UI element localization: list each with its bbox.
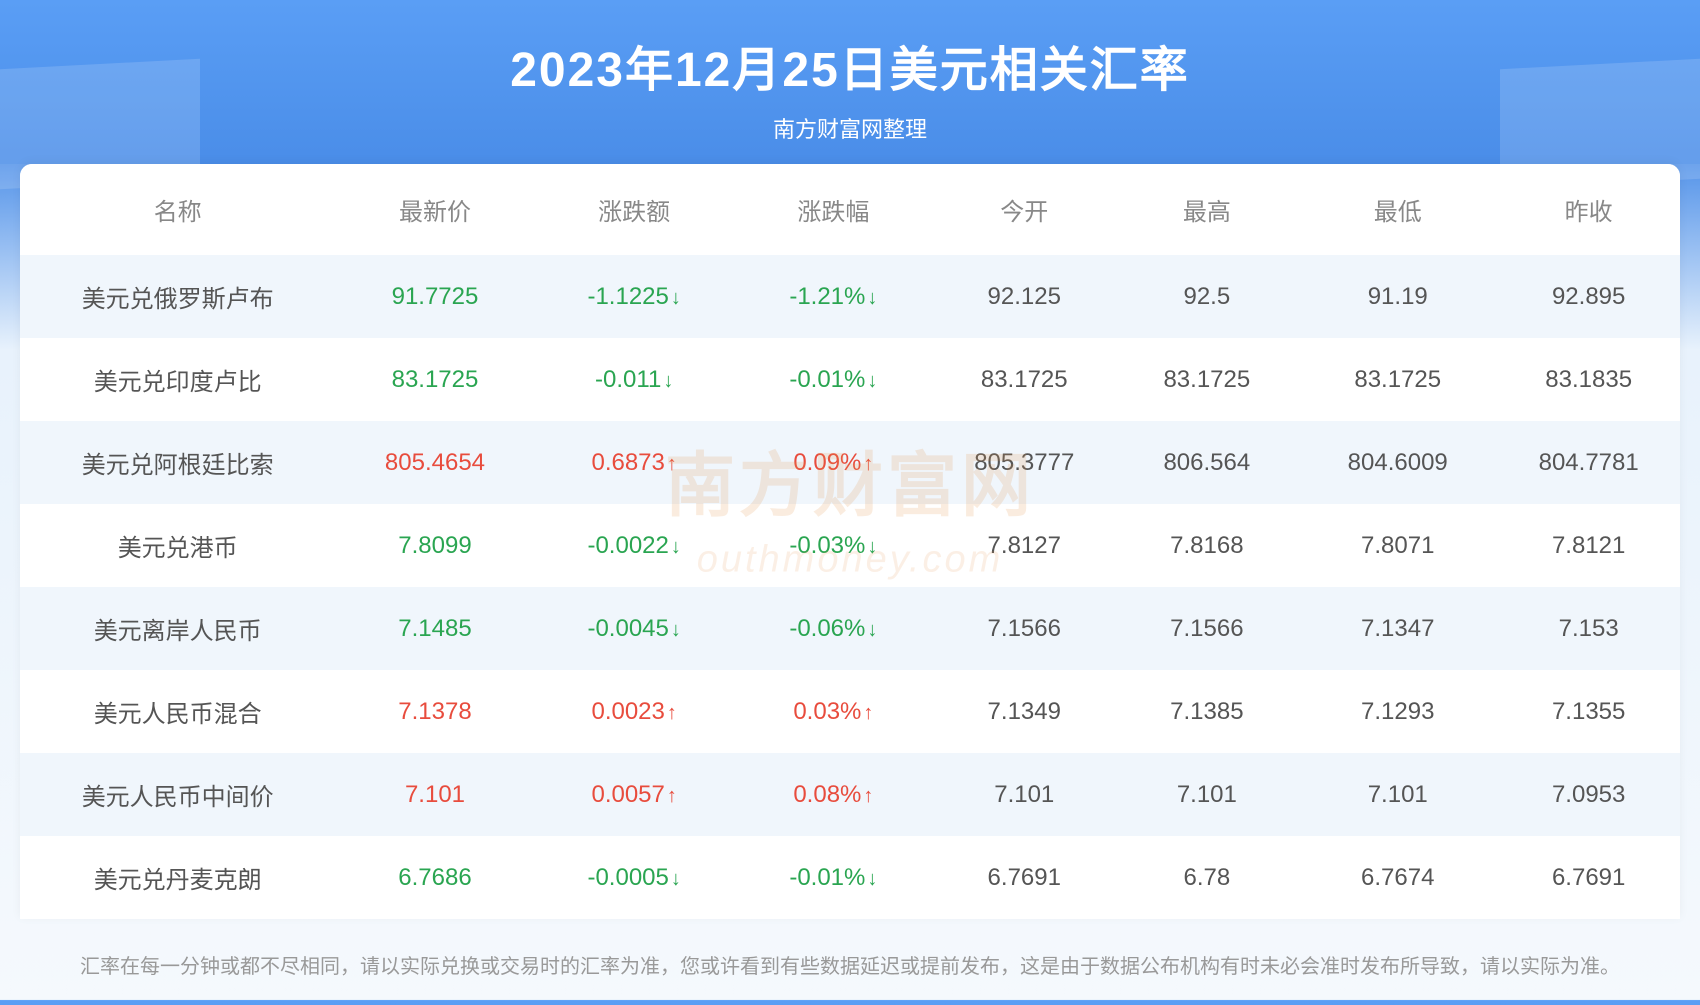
cell-high: 7.1566 bbox=[1116, 587, 1299, 670]
cell-name: 美元兑丹麦克朗 bbox=[20, 836, 335, 919]
table-row: 美元兑印度卢比83.1725-0.011↓-0.01%↓83.172583.17… bbox=[20, 338, 1680, 421]
footer-disclaimer: 汇率在每一分钟或都不尽相同，请以实际兑换或交易时的汇率为准，您或许看到有些数据延… bbox=[0, 919, 1700, 1005]
column-header-price: 最新价 bbox=[335, 164, 534, 255]
table-row: 美元人民币混合7.13780.0023↑0.03%↑7.13497.13857.… bbox=[20, 670, 1680, 753]
cell-pct: -0.03%↓ bbox=[734, 504, 933, 587]
cell-pct: -0.06%↓ bbox=[734, 587, 933, 670]
header: 2023年12月25日美元相关汇率 南方财富网整理 bbox=[0, 0, 1700, 164]
cell-name: 美元兑阿根廷比索 bbox=[20, 421, 335, 504]
cell-prev: 7.1355 bbox=[1497, 670, 1680, 753]
table-row: 美元兑港币7.8099-0.0022↓-0.03%↓7.81277.81687.… bbox=[20, 504, 1680, 587]
cell-price: 805.4654 bbox=[335, 421, 534, 504]
cell-low: 6.7674 bbox=[1298, 836, 1497, 919]
cell-price: 7.101 bbox=[335, 753, 534, 836]
cell-open: 7.1566 bbox=[933, 587, 1116, 670]
cell-open: 6.7691 bbox=[933, 836, 1116, 919]
table-row: 美元离岸人民币7.1485-0.0045↓-0.06%↓7.15667.1566… bbox=[20, 587, 1680, 670]
cell-prev: 7.0953 bbox=[1497, 753, 1680, 836]
cell-low: 7.101 bbox=[1298, 753, 1497, 836]
table-row: 美元人民币中间价7.1010.0057↑0.08%↑7.1017.1017.10… bbox=[20, 753, 1680, 836]
cell-high: 6.78 bbox=[1116, 836, 1299, 919]
cell-low: 7.1347 bbox=[1298, 587, 1497, 670]
cell-change: -0.0045↓ bbox=[535, 587, 734, 670]
cell-pct: -1.21%↓ bbox=[734, 255, 933, 338]
cell-open: 92.125 bbox=[933, 255, 1116, 338]
page-container: 2023年12月25日美元相关汇率 南方财富网整理 名称最新价涨跌额涨跌幅今开最… bbox=[0, 0, 1700, 1000]
cell-prev: 7.153 bbox=[1497, 587, 1680, 670]
table-container: 名称最新价涨跌额涨跌幅今开最高最低昨收 美元兑俄罗斯卢布91.7725-1.12… bbox=[20, 164, 1680, 919]
cell-low: 83.1725 bbox=[1298, 338, 1497, 421]
cell-prev: 6.7691 bbox=[1497, 836, 1680, 919]
cell-change: -1.1225↓ bbox=[535, 255, 734, 338]
page-subtitle: 南方财富网整理 bbox=[0, 112, 1700, 144]
cell-name: 美元人民币中间价 bbox=[20, 753, 335, 836]
cell-prev: 92.895 bbox=[1497, 255, 1680, 338]
table-row: 美元兑阿根廷比索805.46540.6873↑0.09%↑805.3777806… bbox=[20, 421, 1680, 504]
cell-high: 806.564 bbox=[1116, 421, 1299, 504]
cell-change: -0.0022↓ bbox=[535, 504, 734, 587]
cell-pct: 0.09%↑ bbox=[734, 421, 933, 504]
cell-open: 805.3777 bbox=[933, 421, 1116, 504]
cell-price: 7.1485 bbox=[335, 587, 534, 670]
cell-open: 7.8127 bbox=[933, 504, 1116, 587]
cell-price: 6.7686 bbox=[335, 836, 534, 919]
cell-price: 7.8099 bbox=[335, 504, 534, 587]
cell-pct: -0.01%↓ bbox=[734, 338, 933, 421]
cell-prev: 804.7781 bbox=[1497, 421, 1680, 504]
column-header-low: 最低 bbox=[1298, 164, 1497, 255]
page-title: 2023年12月25日美元相关汇率 bbox=[0, 30, 1700, 100]
table-body: 美元兑俄罗斯卢布91.7725-1.1225↓-1.21%↓92.12592.5… bbox=[20, 255, 1680, 919]
table-row: 美元兑俄罗斯卢布91.7725-1.1225↓-1.21%↓92.12592.5… bbox=[20, 255, 1680, 338]
cell-open: 7.1349 bbox=[933, 670, 1116, 753]
cell-name: 美元人民币混合 bbox=[20, 670, 335, 753]
cell-low: 804.6009 bbox=[1298, 421, 1497, 504]
cell-pct: 0.03%↑ bbox=[734, 670, 933, 753]
cell-prev: 83.1835 bbox=[1497, 338, 1680, 421]
cell-change: 0.0023↑ bbox=[535, 670, 734, 753]
exchange-rate-table: 名称最新价涨跌额涨跌幅今开最高最低昨收 美元兑俄罗斯卢布91.7725-1.12… bbox=[20, 164, 1680, 919]
cell-name: 美元离岸人民币 bbox=[20, 587, 335, 670]
column-header-name: 名称 bbox=[20, 164, 335, 255]
cell-change: 0.6873↑ bbox=[535, 421, 734, 504]
cell-open: 7.101 bbox=[933, 753, 1116, 836]
column-header-change: 涨跌额 bbox=[535, 164, 734, 255]
cell-high: 7.101 bbox=[1116, 753, 1299, 836]
cell-open: 83.1725 bbox=[933, 338, 1116, 421]
cell-low: 91.19 bbox=[1298, 255, 1497, 338]
cell-change: -0.011↓ bbox=[535, 338, 734, 421]
cell-high: 7.8168 bbox=[1116, 504, 1299, 587]
table-row: 美元兑丹麦克朗6.7686-0.0005↓-0.01%↓6.76916.786.… bbox=[20, 836, 1680, 919]
column-header-pct: 涨跌幅 bbox=[734, 164, 933, 255]
cell-change: 0.0057↑ bbox=[535, 753, 734, 836]
cell-name: 美元兑港币 bbox=[20, 504, 335, 587]
cell-low: 7.8071 bbox=[1298, 504, 1497, 587]
cell-pct: -0.01%↓ bbox=[734, 836, 933, 919]
column-header-prev: 昨收 bbox=[1497, 164, 1680, 255]
cell-pct: 0.08%↑ bbox=[734, 753, 933, 836]
cell-high: 83.1725 bbox=[1116, 338, 1299, 421]
cell-price: 91.7725 bbox=[335, 255, 534, 338]
cell-low: 7.1293 bbox=[1298, 670, 1497, 753]
cell-prev: 7.8121 bbox=[1497, 504, 1680, 587]
cell-name: 美元兑俄罗斯卢布 bbox=[20, 255, 335, 338]
table-header-row: 名称最新价涨跌额涨跌幅今开最高最低昨收 bbox=[20, 164, 1680, 255]
cell-price: 83.1725 bbox=[335, 338, 534, 421]
column-header-open: 今开 bbox=[933, 164, 1116, 255]
cell-high: 92.5 bbox=[1116, 255, 1299, 338]
column-header-high: 最高 bbox=[1116, 164, 1299, 255]
cell-name: 美元兑印度卢比 bbox=[20, 338, 335, 421]
cell-price: 7.1378 bbox=[335, 670, 534, 753]
cell-change: -0.0005↓ bbox=[535, 836, 734, 919]
cell-high: 7.1385 bbox=[1116, 670, 1299, 753]
